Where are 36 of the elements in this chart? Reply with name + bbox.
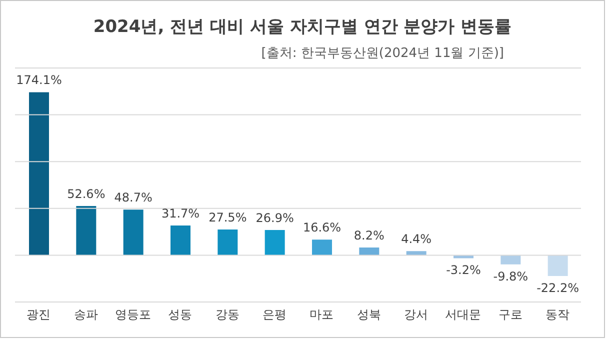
data-label: 8.2% xyxy=(354,228,384,243)
x-tick-label: 구로 xyxy=(498,308,522,322)
data-label: 31.7% xyxy=(161,206,200,221)
bar xyxy=(29,92,49,256)
bar xyxy=(123,210,144,256)
data-label: 16.6% xyxy=(302,220,342,235)
data-label: 4.4% xyxy=(401,232,432,246)
bar xyxy=(76,206,96,256)
x-tick-label: 강서 xyxy=(404,308,428,322)
data-label: -9.8% xyxy=(493,269,528,284)
data-label: 26.9% xyxy=(256,211,294,226)
data-label: 174.1% xyxy=(16,73,62,88)
x-tick-label: 성동 xyxy=(168,308,192,322)
x-tick-label: 마포 xyxy=(310,308,334,322)
chart-subtitle: [출처: 한국부동산원(2024년 11월 기준)] xyxy=(260,45,504,62)
data-label: -22.2% xyxy=(536,280,580,295)
x-tick-label: 은평 xyxy=(262,308,286,322)
data-label: 27.5% xyxy=(208,210,247,224)
bar xyxy=(359,248,380,256)
bar xyxy=(500,255,521,264)
bar xyxy=(170,226,190,256)
x-tick-label: 성북 xyxy=(356,308,381,322)
bar xyxy=(218,229,238,256)
bar xyxy=(312,240,332,256)
bar xyxy=(548,255,568,276)
data-label: 48.7% xyxy=(114,190,152,205)
x-tick-label: 송파 xyxy=(74,308,98,322)
x-tick-label: 서대문 xyxy=(445,308,482,322)
x-tick-label: 강동 xyxy=(215,308,240,322)
x-tick-label: 광진 xyxy=(26,308,51,322)
data-label: 52.6% xyxy=(67,186,106,201)
chart-title: 2024년, 전년 대비 서울 자치구별 연간 분양가 변동률 xyxy=(92,16,513,38)
x-tick-label: 동작 xyxy=(545,308,570,322)
bar xyxy=(264,230,285,256)
x-tick-label: 영등포 xyxy=(114,308,151,322)
data-label: -3.2% xyxy=(446,263,481,278)
